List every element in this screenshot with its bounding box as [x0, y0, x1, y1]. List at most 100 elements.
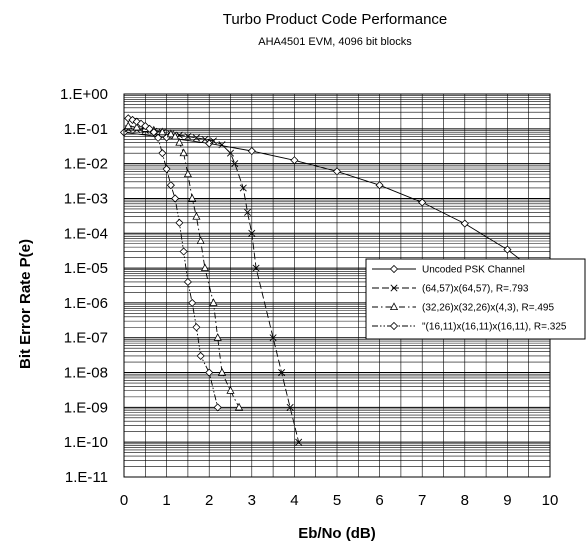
x-marker	[248, 229, 256, 237]
diamond-marker	[375, 181, 384, 190]
triangle-marker	[389, 302, 399, 311]
series-2	[124, 121, 244, 411]
triangle-marker	[188, 193, 197, 202]
chart-title: Turbo Product Code Performance	[223, 11, 448, 28]
x-tick-label: 7	[418, 492, 426, 509]
x-tick-label: 3	[248, 492, 256, 509]
x-tick-label: 2	[205, 492, 213, 509]
triangle-marker	[166, 129, 175, 138]
series-line	[128, 117, 219, 408]
x-tick-label: 5	[333, 492, 341, 509]
x-axis-ticks: 0 1 2 3 4 5 6 7 8 9 10	[120, 492, 559, 509]
legend-entry-label: Uncoded PSK Channel	[422, 265, 525, 276]
series-line	[128, 128, 300, 443]
legend-entry-label: "(16,11)x(16,11)x(16,11), R=.325	[422, 322, 567, 333]
triangle-marker	[196, 236, 205, 244]
diamond-marker	[196, 351, 205, 360]
diamond-marker	[145, 124, 154, 133]
diamond-marker	[149, 128, 158, 137]
diamond-marker	[188, 298, 197, 307]
x-tick-label: 1	[162, 492, 170, 509]
diamond-marker	[192, 323, 201, 332]
x-marker	[269, 334, 277, 342]
x-marker	[390, 284, 398, 292]
x-marker	[184, 133, 192, 141]
chart-subtitle: AHA4501 EVM, 4096 bit blocks	[258, 36, 412, 48]
y-tick-label: 1.E+00	[60, 86, 108, 103]
triangle-marker	[175, 138, 184, 146]
y-tick-label: 1.E-09	[64, 399, 108, 416]
series-3	[124, 114, 222, 412]
diamond-marker	[418, 198, 427, 207]
triangle-marker	[171, 131, 180, 140]
diamond-marker	[247, 146, 256, 156]
x-marker	[278, 369, 286, 377]
triangle-marker	[192, 212, 201, 220]
diamond-marker	[503, 245, 512, 254]
y-tick-label: 1.E-02	[64, 156, 108, 173]
x-axis-label: Eb/No (dB)	[298, 525, 375, 542]
triangle-marker	[217, 367, 227, 376]
series-1	[124, 125, 303, 446]
triangle-marker	[213, 333, 222, 341]
y-tick-label: 1.E-01	[64, 121, 108, 138]
x-marker	[231, 160, 239, 168]
x-marker	[226, 149, 235, 157]
diamond-marker	[290, 156, 299, 165]
diamond-marker	[332, 167, 342, 176]
triangle-marker	[209, 298, 218, 306]
y-tick-label: 1.E-11	[65, 469, 108, 486]
x-marker	[239, 184, 247, 192]
x-tick-label: 6	[375, 492, 383, 509]
y-tick-label: 1.E-05	[64, 260, 108, 277]
diamond-marker	[389, 321, 399, 331]
diamond-marker	[162, 164, 171, 174]
legend-entry-label: (64,57)x(64,57), R=.793	[422, 284, 529, 295]
diamond-marker	[460, 219, 469, 228]
triangle-marker	[124, 121, 133, 130]
y-axis-label: Bit Error Rate P(e)	[17, 239, 34, 369]
triangle-marker	[226, 386, 235, 394]
triangle-marker	[158, 127, 167, 136]
x-marker	[252, 264, 260, 272]
y-tick-label: 1.E-06	[64, 295, 108, 312]
triangle-marker	[179, 148, 188, 157]
y-tick-label: 1.E-03	[64, 190, 108, 207]
series-line	[128, 125, 240, 408]
diamond-marker	[175, 218, 184, 227]
series-layer	[119, 114, 555, 446]
diamond-marker	[179, 247, 188, 256]
x-marker	[295, 438, 303, 446]
x-tick-label: 8	[461, 492, 469, 509]
x-marker	[209, 137, 217, 145]
diamond-marker	[213, 403, 222, 412]
x-tick-label: 0	[120, 492, 128, 509]
y-tick-label: 1.E-08	[64, 365, 108, 382]
y-tick-label: 1.E-07	[64, 330, 108, 347]
diamond-marker	[154, 133, 163, 142]
series-0	[119, 128, 555, 287]
diamond-marker	[166, 181, 175, 190]
triangle-marker	[234, 402, 244, 411]
x-marker	[192, 134, 200, 142]
x-marker	[244, 208, 252, 216]
diamond-marker	[171, 194, 180, 203]
legend: Uncoded PSK Channel (64,57)x(64,57), R=.7…	[365, 258, 586, 340]
x-tick-label: 10	[542, 492, 559, 509]
x-tick-label: 9	[503, 492, 511, 509]
y-axis-ticks: 1.E+00 1.E-01 1.E-02 1.E-03 1.E-04 1.E-05 1.E-…	[60, 86, 108, 486]
diamond-marker	[205, 368, 214, 377]
diamond-marker	[158, 149, 167, 158]
x-tick-label: 4	[290, 492, 298, 509]
triangle-marker	[183, 169, 192, 178]
triangle-marker	[132, 122, 141, 131]
diamond-marker	[389, 264, 399, 274]
x-marker	[218, 141, 226, 149]
diamond-marker	[183, 277, 192, 287]
x-marker	[201, 135, 209, 143]
triangle-marker	[200, 263, 210, 272]
y-tick-label: 1.E-04	[64, 225, 108, 242]
y-tick-label: 1.E-10	[64, 434, 108, 451]
legend-entry-label: (32,26)x(32,26)x(4,3), R=.495	[422, 303, 554, 314]
